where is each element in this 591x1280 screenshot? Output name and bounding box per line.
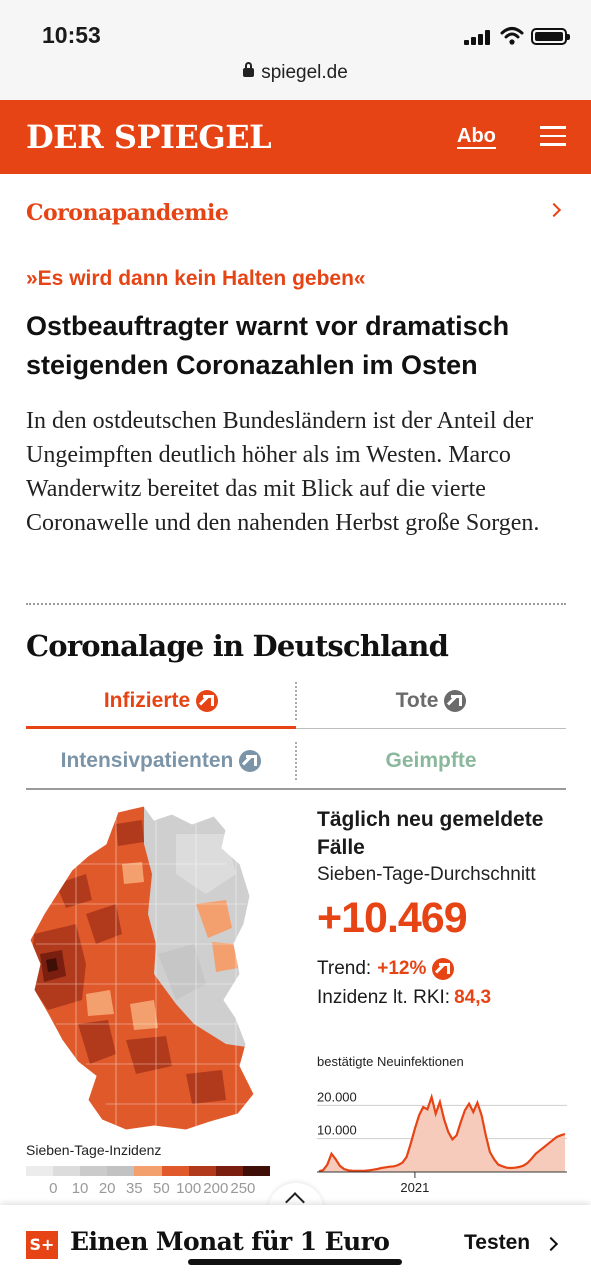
legend-label: 100: [176, 1180, 202, 1197]
trend-label: Trend:: [317, 958, 372, 979]
legend-swatch: [188, 1166, 216, 1176]
trend-arrow-icon: [196, 690, 219, 712]
tab-infizierte[interactable]: Infizierte: [26, 674, 296, 728]
x-tick-label: 2021: [400, 1180, 429, 1195]
spiegel-logo[interactable]: DER SPIEGEL: [26, 118, 272, 156]
trend-arrow-icon: [432, 958, 455, 980]
promo-text: Einen Monat für 1 Euro: [70, 1227, 390, 1256]
legend-swatch: [107, 1166, 135, 1176]
tab-label: Infizierte: [103, 689, 191, 712]
section-title: Coronalage in Deutschland: [26, 629, 449, 663]
series-area: [319, 1097, 565, 1172]
new-infections-chart: bestätigte Neuinfektionen 20.000 10.000 202…: [317, 1054, 567, 1195]
home-indicator[interactable]: [188, 1259, 402, 1265]
legend-label: 20: [98, 1180, 116, 1197]
legend-swatch: [161, 1166, 189, 1176]
germany-incidence-map[interactable]: [26, 804, 296, 1136]
legend-label: 250: [230, 1180, 256, 1197]
chart-title: bestätigte Neuinfektionen: [317, 1054, 464, 1069]
legend-label: 35: [125, 1180, 143, 1197]
tab-geimpfte[interactable]: Geimpfte: [296, 734, 566, 788]
url-text: spiegel.de: [261, 62, 348, 83]
trend-arrow-icon: [444, 690, 467, 712]
wifi-icon: [500, 27, 524, 45]
y-tick-label: 10.000: [317, 1123, 357, 1138]
article-headline[interactable]: Ostbeauftragter warnt vor dramatisch ste…: [26, 311, 510, 380]
legend-swatch: [242, 1166, 270, 1176]
incidence-value: 84,3: [454, 987, 492, 1008]
tab-label: Tote: [395, 689, 439, 712]
address-bar[interactable]: spiegel.de: [0, 62, 591, 84]
legend-swatch: [215, 1166, 243, 1176]
lock-icon: [243, 62, 255, 77]
battery-icon: [531, 28, 570, 45]
article-kicker[interactable]: »Es wird dann kein Halten geben«: [26, 267, 366, 290]
site-header: DER SPIEGEL Abo: [0, 100, 591, 174]
tab-intensivpatienten[interactable]: Intensivpatienten: [26, 734, 296, 788]
legend-swatch: [134, 1166, 162, 1176]
incidence-row: Inzidenz lt. RKI: 84,3: [317, 987, 491, 1009]
clock: 10:53: [42, 22, 101, 48]
status-bar: 10:53 spiegel.de: [0, 0, 591, 100]
y-tick-label: 20.000: [317, 1089, 357, 1104]
new-cases-value: +10.469: [317, 894, 468, 942]
legend-labels: 0 10 20 35 50 100 200 250: [26, 1180, 276, 1198]
trend-value: +12%: [377, 958, 427, 979]
stats-subtitle: Sieben-Tage-Durchschnitt: [317, 864, 536, 885]
legend-label: 50: [153, 1180, 170, 1197]
legend-label: 0: [49, 1180, 58, 1197]
legend-color-scale: [26, 1166, 270, 1176]
series-line: [318, 1093, 566, 1173]
legend-label: 200: [203, 1180, 229, 1197]
tab-separator: [295, 682, 297, 720]
legend-swatch: [80, 1166, 108, 1176]
testen-button[interactable]: Testen: [464, 1231, 531, 1254]
trend-arrow-icon: [239, 750, 262, 772]
incidence-label: Inzidenz lt. RKI:: [317, 987, 451, 1008]
tab-divider: [26, 788, 566, 790]
rubric-link[interactable]: Coronapandemie: [26, 200, 229, 226]
legend-swatch: [53, 1166, 81, 1176]
legend-swatch: [26, 1166, 54, 1176]
spiegel-plus-icon: S+: [26, 1231, 58, 1259]
tab-tote[interactable]: Tote: [296, 674, 566, 728]
legend-label: 10: [71, 1180, 89, 1197]
tab-label: Geimpfte: [385, 749, 477, 772]
tab-label: Intensivpatienten: [60, 749, 234, 772]
stats-title: Täglich neu gemeldete Fälle: [317, 808, 544, 859]
article-lead[interactable]: In den ostdeutschen Bundesländern ist de…: [26, 408, 540, 536]
active-tab-indicator: [26, 726, 296, 729]
hamburger-menu-icon[interactable]: [540, 126, 566, 146]
chevron-right-icon[interactable]: [543, 1236, 559, 1252]
tab-separator: [295, 742, 297, 780]
abo-link[interactable]: Abo: [457, 125, 496, 149]
trend-row: Trend: +12%: [317, 958, 455, 980]
divider: [26, 603, 566, 605]
legend-title: Sieben-Tage-Inzidenz: [26, 1142, 162, 1158]
tab-divider: [296, 728, 566, 729]
signal-icon: [464, 30, 492, 45]
promo-banner[interactable]: S+ Einen Monat für 1 Euro Testen: [0, 1205, 591, 1280]
